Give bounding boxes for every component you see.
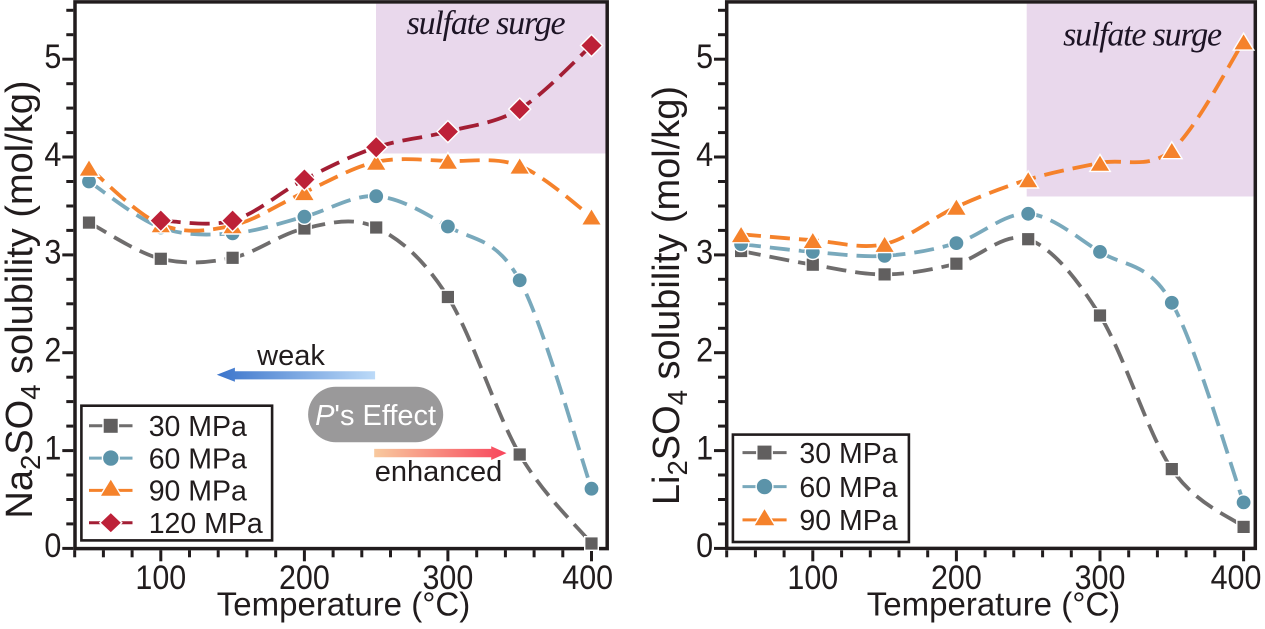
svg-text:4: 4 bbox=[696, 136, 713, 174]
svg-text:3: 3 bbox=[44, 234, 61, 272]
svg-text:90 MPa: 90 MPa bbox=[149, 476, 247, 508]
svg-text:0: 0 bbox=[696, 527, 713, 565]
svg-text:300: 300 bbox=[423, 559, 474, 597]
svg-text:100: 100 bbox=[787, 559, 838, 597]
svg-text:sulfate surge: sulfate surge bbox=[1063, 17, 1222, 54]
svg-text:0: 0 bbox=[44, 527, 61, 565]
svg-text:Temperature (°C): Temperature (°C) bbox=[217, 586, 470, 623]
svg-text:60 MPa: 60 MPa bbox=[149, 443, 247, 475]
svg-text:5: 5 bbox=[44, 38, 61, 76]
svg-text:100: 100 bbox=[135, 559, 186, 597]
svg-text:120 MPa: 120 MPa bbox=[149, 508, 263, 540]
svg-text:1: 1 bbox=[696, 429, 713, 467]
svg-text:30 MPa: 30 MPa bbox=[149, 411, 247, 443]
svg-text:5: 5 bbox=[696, 38, 713, 76]
svg-text:200: 200 bbox=[931, 559, 982, 597]
svg-text:Na2SO4 solubility (mol/kg): Na2SO4 solubility (mol/kg) bbox=[0, 80, 46, 518]
svg-text:enhanced: enhanced bbox=[375, 456, 502, 488]
svg-text:2: 2 bbox=[696, 332, 713, 370]
svg-text:300: 300 bbox=[1075, 559, 1126, 597]
svg-text:Temperature (°C): Temperature (°C) bbox=[867, 586, 1120, 623]
svg-text:90 MPa: 90 MPa bbox=[799, 505, 897, 537]
svg-text:1: 1 bbox=[44, 429, 61, 467]
svg-text:2: 2 bbox=[44, 332, 61, 370]
svg-text:sulfate surge: sulfate surge bbox=[407, 5, 566, 42]
svg-text:Li2SO4 solubility (mol/kg): Li2SO4 solubility (mol/kg) bbox=[646, 86, 693, 505]
svg-text:weak: weak bbox=[256, 340, 325, 372]
svg-text:60 MPa: 60 MPa bbox=[799, 472, 897, 504]
svg-text:30 MPa: 30 MPa bbox=[799, 438, 897, 470]
svg-text:4: 4 bbox=[44, 136, 61, 174]
svg-text:400: 400 bbox=[1211, 559, 1262, 597]
svg-text:400: 400 bbox=[562, 559, 613, 597]
svg-text:200: 200 bbox=[279, 559, 330, 597]
svg-text:P's Effect: P's Effect bbox=[315, 400, 436, 432]
svg-text:3: 3 bbox=[696, 234, 713, 272]
